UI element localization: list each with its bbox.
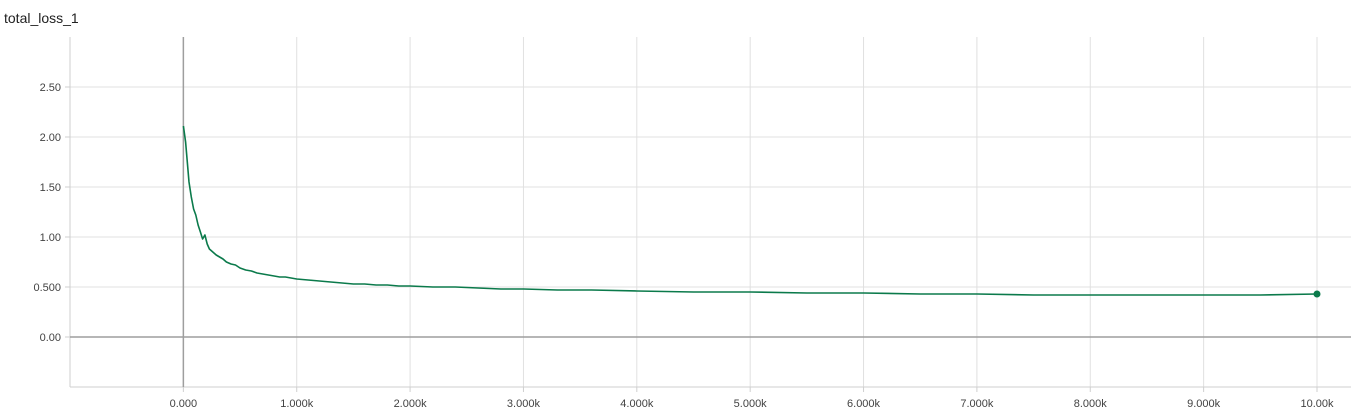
y-tick-label: 1.00 [40, 232, 61, 244]
x-tick-label: 8.000k [1074, 398, 1108, 410]
y-tick-label: 0.00 [40, 332, 61, 344]
x-tick-label: 10.00k [1300, 398, 1334, 410]
axes [65, 37, 1351, 392]
series-end-point [1313, 290, 1321, 298]
x-tick-label: 6.000k [847, 398, 881, 410]
y-tick-label: 2.50 [40, 82, 61, 94]
x-tick-label: 5.000k [734, 398, 768, 410]
y-tick-label: 2.00 [40, 132, 61, 144]
x-tick-label: 4.000k [620, 398, 654, 410]
series-layer [182, 125, 1321, 298]
x-tick-label: 3.000k [507, 398, 541, 410]
x-tick-label: 1.000k [280, 398, 314, 410]
y-tick-label: 0.500 [33, 282, 61, 294]
grid [70, 37, 1351, 387]
x-tick-label: 7.000k [960, 398, 994, 410]
chart-title: total_loss_1 [4, 10, 79, 26]
x-tick-label: 9.000k [1187, 398, 1221, 410]
y-tick-label: 1.50 [40, 182, 61, 194]
loss-series-line [182, 125, 1318, 296]
x-tick-label: 2.000k [394, 398, 428, 410]
tick-labels: 0.000 1.000k 2.000k 3.000k 4.000k 5.000k 6.000… [33, 82, 1334, 410]
x-tick-label: 0.000 [170, 398, 198, 410]
